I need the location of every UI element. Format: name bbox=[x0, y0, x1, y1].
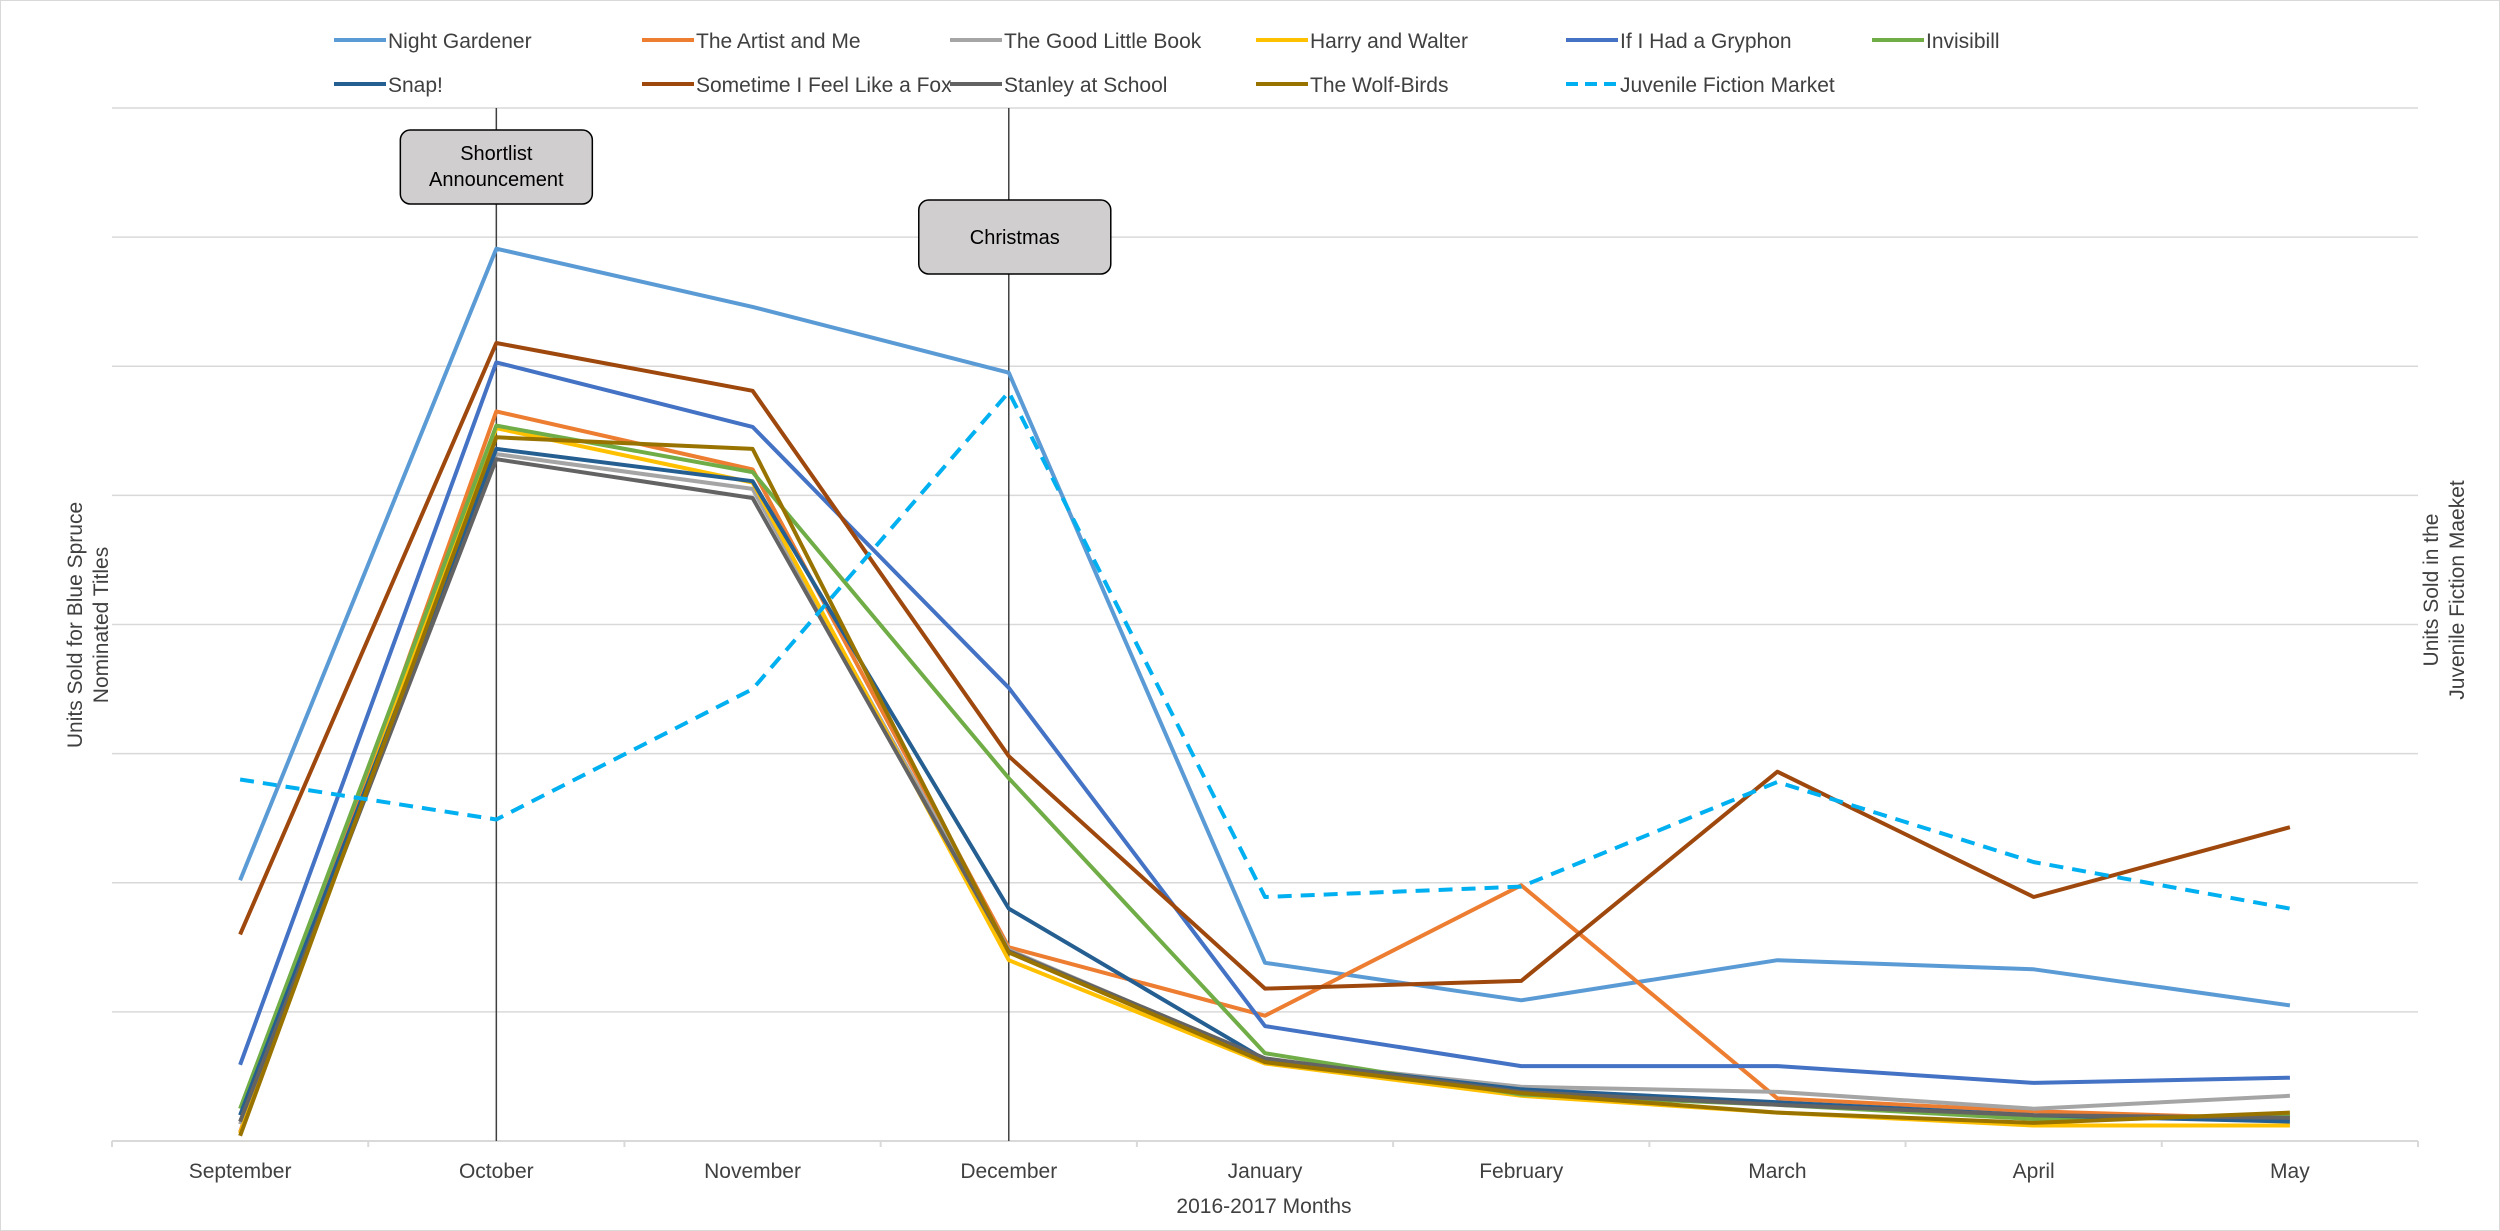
legend: Night Gardener The Artist and Me The Good … bbox=[334, 30, 2000, 97]
legend-label: Sometime I Feel Like a Fox bbox=[696, 74, 952, 97]
legend-label: Harry and Walter bbox=[1310, 30, 1468, 53]
x-tick-label: December bbox=[960, 1160, 1057, 1183]
legend-label: The Good Little Book bbox=[1004, 30, 1202, 53]
y-axis-title-left: Units Sold for Blue Spruce Nominated Titl… bbox=[64, 502, 113, 748]
callout-label: Shortlist Announcement bbox=[429, 143, 564, 191]
x-tick-label: February bbox=[1479, 1160, 1564, 1183]
series-line-the-wolf-birds bbox=[238, 435, 2290, 1137]
x-axis: September October November December January F… bbox=[111, 1140, 2419, 1183]
x-axis-title: 2016-2017 Months bbox=[1176, 1195, 1351, 1218]
legend-label: Juvenile Fiction Market bbox=[1620, 74, 1835, 97]
legend-label: The Wolf-Birds bbox=[1310, 74, 1448, 97]
series-line-sometime-i-feel-like-a-fox bbox=[238, 341, 2291, 991]
series-line-stanley-at-school bbox=[238, 457, 2290, 1123]
legend-label: If I Had a Gryphon bbox=[1620, 30, 1792, 53]
legend-label: Night Gardener bbox=[388, 30, 532, 53]
series-lines bbox=[238, 246, 2291, 1137]
series-line-snap- bbox=[238, 446, 2290, 1124]
legend-label: Stanley at School bbox=[1004, 74, 1167, 97]
callout-label: Christmas bbox=[970, 227, 1060, 249]
x-tick-label: September bbox=[189, 1160, 292, 1183]
x-tick-label: November bbox=[704, 1160, 801, 1183]
callout-box bbox=[918, 199, 1112, 275]
legend-label: Snap! bbox=[388, 74, 443, 97]
series-line-night-gardener bbox=[238, 246, 2291, 1008]
x-tick-label: April bbox=[2013, 1160, 2055, 1183]
x-tick-label: May bbox=[2270, 1160, 2310, 1183]
axis-titles: 2016-2017 Months Units Sold for Blue Spr… bbox=[64, 480, 2469, 1218]
x-tick-label: March bbox=[1748, 1160, 1806, 1183]
event-markers: Shortlist Announcement Christmas bbox=[399, 108, 1112, 1141]
legend-label: The Artist and Me bbox=[696, 30, 861, 53]
series-line-if-i-had-a-gryphon bbox=[238, 360, 2290, 1085]
x-tick-label: October bbox=[459, 1160, 534, 1183]
series-line-juvenile-fiction-market bbox=[239, 390, 2291, 911]
legend-label: Invisibill bbox=[1926, 30, 2000, 53]
series-line-the-artist-and-me bbox=[238, 409, 2290, 1133]
callout-box bbox=[399, 129, 594, 205]
x-tick-label: January bbox=[1228, 1160, 1303, 1183]
y-axis-title-right: Units Sold in the Juvenile Fiction Maeket bbox=[2420, 480, 2469, 700]
